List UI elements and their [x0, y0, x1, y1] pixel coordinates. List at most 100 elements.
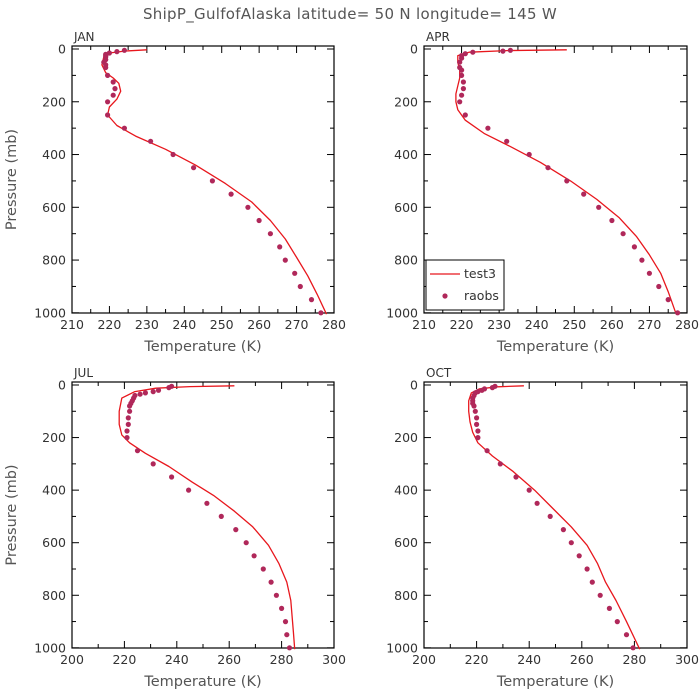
- data-point-raobs: [620, 231, 626, 237]
- data-point-raobs: [318, 310, 324, 316]
- series-line-test3: [118, 385, 296, 650]
- y-tick-label: 400: [394, 483, 418, 498]
- data-point-raobs: [150, 389, 156, 395]
- data-point-raobs: [457, 59, 463, 65]
- data-point-raobs: [121, 47, 127, 53]
- series-line-test3: [455, 49, 677, 314]
- data-point-raobs: [475, 435, 481, 441]
- panel-label: APR: [426, 30, 450, 44]
- x-axis-label: Temperature (K): [143, 339, 261, 355]
- panel-jul: 200 220 240 260 280 300 0 200 400 600 800 1000 JUL Te…: [4, 366, 346, 690]
- data-point-raobs: [137, 391, 143, 397]
- data-point-raobs: [148, 138, 154, 144]
- y-tick-label: 1000: [34, 640, 66, 655]
- legend-box: [425, 259, 505, 311]
- data-point-raobs: [609, 217, 615, 224]
- data-point-raobs: [576, 553, 582, 559]
- data-point-raobs: [292, 270, 298, 276]
- data-point-raobs: [534, 500, 540, 506]
- series-line-test3: [468, 385, 641, 650]
- data-point-raobs: [191, 165, 197, 171]
- data-point-raobs: [472, 408, 478, 414]
- data-point-raobs: [105, 112, 111, 118]
- data-point-raobs: [103, 64, 109, 71]
- data-point-raobs: [127, 403, 133, 409]
- data-point-raobs: [631, 244, 638, 250]
- data-point-raobs: [675, 310, 681, 316]
- x-tick-label: 220: [112, 652, 136, 667]
- data-point-raobs: [124, 435, 130, 441]
- data-point-raobs: [639, 257, 645, 263]
- data-point-raobs: [110, 92, 116, 98]
- data-point-raobs: [121, 125, 127, 131]
- x-tick-label: 220: [450, 317, 474, 332]
- data-point-raobs: [170, 151, 176, 158]
- y-tick-label: 600: [394, 200, 418, 215]
- data-point-raobs: [479, 387, 485, 393]
- data-point-raobs: [471, 403, 477, 409]
- data-point-raobs: [646, 270, 653, 276]
- y-tick-label: 0: [58, 378, 66, 393]
- data-point-raobs: [256, 217, 262, 224]
- data-point-raobs: [260, 566, 266, 572]
- x-tick-label: 220: [97, 317, 121, 332]
- data-point-raobs: [155, 387, 162, 393]
- data-point-raobs: [614, 619, 620, 625]
- y-tick-label: 600: [394, 535, 418, 550]
- data-point-raobs: [204, 500, 210, 506]
- data-point-raobs: [513, 474, 519, 480]
- legend: test3 raobs: [425, 259, 505, 311]
- panel-apr: 210 220 230 240 250 260 270 280 0 200 400 600 800 100…: [386, 30, 699, 355]
- data-point-raobs: [484, 448, 490, 454]
- data-point-raobs: [623, 632, 630, 638]
- x-tick-label: 250: [210, 317, 234, 332]
- y-tick-label: 1000: [34, 305, 66, 320]
- data-point-raobs: [485, 125, 491, 131]
- data-point-raobs: [526, 151, 532, 158]
- x-tick-label: 270: [285, 317, 309, 332]
- data-point-raobs: [504, 138, 510, 144]
- x-tick-label: 260: [217, 652, 241, 667]
- data-point-raobs: [596, 204, 602, 210]
- y-tick-label: 400: [394, 147, 418, 162]
- y-tick-label: 0: [410, 378, 418, 393]
- data-point-raobs: [233, 527, 239, 533]
- x-tick-label: 300: [322, 652, 346, 667]
- data-point-raobs: [273, 592, 279, 598]
- x-tick-label: 220: [465, 652, 489, 667]
- data-point-raobs: [112, 86, 118, 92]
- data-point-raobs: [459, 67, 465, 73]
- data-point-raobs: [500, 48, 506, 54]
- data-point-raobs: [186, 487, 192, 493]
- data-point-raobs: [251, 553, 257, 559]
- data-point-raobs: [124, 428, 130, 434]
- data-point-raobs: [581, 191, 587, 197]
- panel-jan: 210 220 230 240 250 260 270 280 0 200 400 600 800 100…: [4, 30, 346, 355]
- x-tick-label: 200: [412, 652, 436, 667]
- x-tick-label: 240: [517, 652, 541, 667]
- data-point-raobs: [110, 79, 116, 85]
- panel-oct: 200 220 240 260 280 300 0 200 400 600 800 1000 OCT Te…: [386, 366, 699, 690]
- x-tick-label: 280: [270, 652, 294, 667]
- data-point-raobs: [297, 283, 303, 290]
- data-point-raobs: [267, 231, 273, 237]
- data-point-raobs: [526, 487, 532, 493]
- data-point-raobs: [228, 191, 234, 197]
- data-point-raobs: [277, 244, 283, 250]
- data-point-raobs: [105, 72, 111, 78]
- x-tick-label: 230: [487, 317, 511, 332]
- data-point-raobs: [125, 421, 131, 427]
- data-point-raobs: [209, 178, 215, 184]
- x-tick-label: 280: [622, 652, 646, 667]
- x-tick-label: 260: [570, 652, 594, 667]
- data-point-raobs: [564, 178, 570, 184]
- y-tick-label: 800: [42, 588, 66, 603]
- data-point-raobs: [489, 385, 495, 391]
- y-tick-label: 600: [42, 535, 66, 550]
- data-point-raobs: [606, 605, 613, 612]
- x-tick-label: 250: [562, 317, 586, 332]
- x-axis-label: Temperature (K): [143, 674, 261, 690]
- data-point-raobs: [308, 297, 315, 303]
- data-point-raobs: [545, 165, 551, 171]
